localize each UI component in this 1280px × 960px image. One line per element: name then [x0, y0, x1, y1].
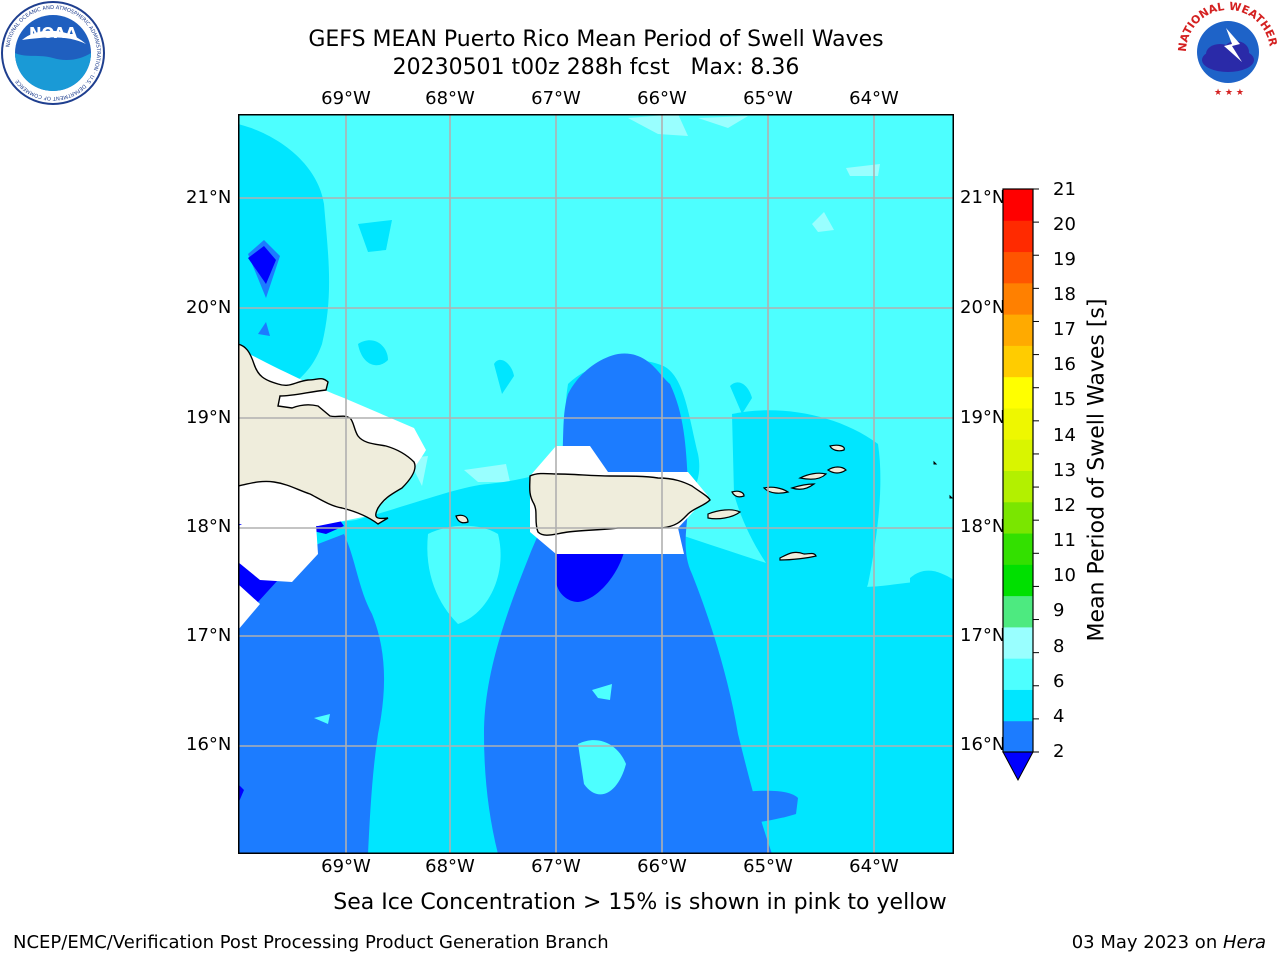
footer-date-text: 03 May 2023 on — [1071, 932, 1223, 953]
colorbar-segment — [1003, 533, 1033, 565]
graticule — [238, 114, 954, 854]
lat-label-right-20n: 20°N — [960, 297, 1006, 318]
colorbar-segment — [1003, 720, 1033, 753]
sea-ice-caption: Sea Ice Concentration > 15% is shown in … — [333, 890, 947, 915]
colorbar-label-21: 21 — [1053, 179, 1076, 200]
lat-label-right-18n: 18°N — [960, 516, 1006, 537]
lat-label-right-17n: 17°N — [960, 625, 1006, 646]
lat-label-left-18n: 18°N — [186, 516, 232, 537]
lat-label-right-19n: 19°N — [960, 407, 1006, 428]
colorbar-label-9: 9 — [1053, 600, 1065, 621]
st-martin-island — [949, 494, 954, 499]
colorbar-label-11: 11 — [1053, 530, 1076, 551]
colorbar-segment — [1003, 564, 1033, 597]
anguilla-island — [933, 460, 938, 465]
colorbar-label-10: 10 — [1053, 565, 1076, 586]
period-holes — [314, 525, 626, 795]
lon-label-top-69w: 69°W — [321, 88, 371, 109]
colorbar-segment — [1003, 501, 1033, 534]
colorbar-label-18: 18 — [1053, 284, 1076, 305]
mona-island — [455, 514, 469, 524]
vieques-island — [707, 509, 742, 520]
colorbar-segment — [1003, 376, 1033, 409]
footer-date: 03 May 2023 on Hera — [1072, 932, 1266, 954]
colorbar-segments — [1003, 189, 1033, 753]
lon-label-top-65w: 65°W — [743, 88, 793, 109]
svg-text:★ ★ ★: ★ ★ ★ — [1214, 88, 1244, 98]
lat-label-left-17n: 17°N — [186, 625, 232, 646]
lon-label-bottom-65w: 65°W — [743, 856, 793, 877]
swell-period-map — [238, 114, 954, 854]
noaa-wordmark: NOAA — [29, 24, 78, 42]
colorbar-segment — [1003, 251, 1033, 284]
colorbar-segment — [1003, 595, 1033, 628]
lon-label-bottom-68w: 68°W — [425, 856, 475, 877]
colorbar-label-2: 2 — [1053, 741, 1065, 762]
colorbar-label-20: 20 — [1053, 214, 1076, 235]
lat-label-left-19n: 19°N — [186, 407, 232, 428]
colorbar-label-6: 6 — [1053, 671, 1065, 692]
lon-label-bottom-67w: 67°W — [531, 856, 581, 877]
anegada-island — [829, 444, 845, 452]
lon-label-top-67w: 67°W — [531, 88, 581, 109]
colorbar-title: Mean Period of Swell Waves [s] — [1084, 298, 1110, 642]
lat-label-left-21n: 21°N — [186, 187, 232, 208]
period-4-6-patches — [238, 124, 954, 854]
colorbar-segment — [1003, 407, 1033, 440]
colorbar-segment — [1003, 189, 1033, 221]
lon-label-bottom-66w: 66°W — [637, 856, 687, 877]
st-thomas-island — [762, 486, 790, 494]
colorbar-segment — [1003, 282, 1033, 315]
puerto-rico-land — [528, 472, 711, 536]
colorbar-label-4: 4 — [1053, 706, 1065, 727]
colorbar-segment — [1003, 314, 1033, 346]
noaa-logo: NATIONAL OCEANIC AND ATMOSPHERIC ADMINIS… — [1, 1, 105, 105]
lon-label-bottom-64w: 64°W — [849, 856, 899, 877]
colorbar-label-15: 15 — [1053, 389, 1076, 410]
lon-label-bottom-69w: 69°W — [321, 856, 371, 877]
st-croix-island — [779, 551, 817, 561]
lon-label-top-66w: 66°W — [637, 88, 687, 109]
footer-credit: NCEP/EMC/Verification Post Processing Pr… — [13, 932, 609, 953]
colorbar-segment — [1003, 220, 1033, 253]
nws-logo: NATIONAL WEATHER SERVICE ★ ★ ★ — [1176, 0, 1280, 101]
colorbar-label-12: 12 — [1053, 495, 1076, 516]
colorbar-label-8: 8 — [1053, 636, 1065, 657]
colorbar — [1002, 188, 1039, 782]
colorbar-ticks — [1033, 188, 1039, 753]
virgin-gorda-island — [826, 466, 847, 474]
map-title: GEFS MEAN Puerto Rico Mean Period of Swe… — [308, 27, 884, 52]
colorbar-segment — [1003, 470, 1033, 503]
hispaniola-land — [238, 343, 416, 525]
lat-label-right-16n: 16°N — [960, 734, 1006, 755]
colorbar-label-19: 19 — [1053, 249, 1076, 270]
colorbar-segment — [1003, 345, 1033, 378]
culebra-island — [731, 490, 745, 498]
colorbar-segment — [1003, 626, 1033, 659]
map-frame — [238, 114, 954, 854]
colorbar-segment — [1003, 658, 1033, 690]
map-subtitle: 20230501 t00z 288h fcst Max: 8.36 — [392, 55, 800, 80]
lat-label-left-16n: 16°N — [186, 734, 232, 755]
footer-host: Hera — [1222, 932, 1266, 953]
colorbar-segment — [1003, 689, 1033, 722]
colorbar-label-14: 14 — [1053, 425, 1076, 446]
st-john-island — [790, 483, 816, 490]
colorbar-label-17: 17 — [1053, 319, 1076, 340]
tortola-island — [798, 472, 828, 480]
colorbar-under-arrow — [1002, 751, 1034, 782]
lon-label-top-64w: 64°W — [849, 88, 899, 109]
lat-label-right-21n: 21°N — [960, 187, 1006, 208]
lon-label-top-68w: 68°W — [425, 88, 475, 109]
lat-label-left-20n: 20°N — [186, 297, 232, 318]
colorbar-label-13: 13 — [1053, 460, 1076, 481]
colorbar-segment — [1003, 439, 1033, 471]
colorbar-label-16: 16 — [1053, 354, 1076, 375]
